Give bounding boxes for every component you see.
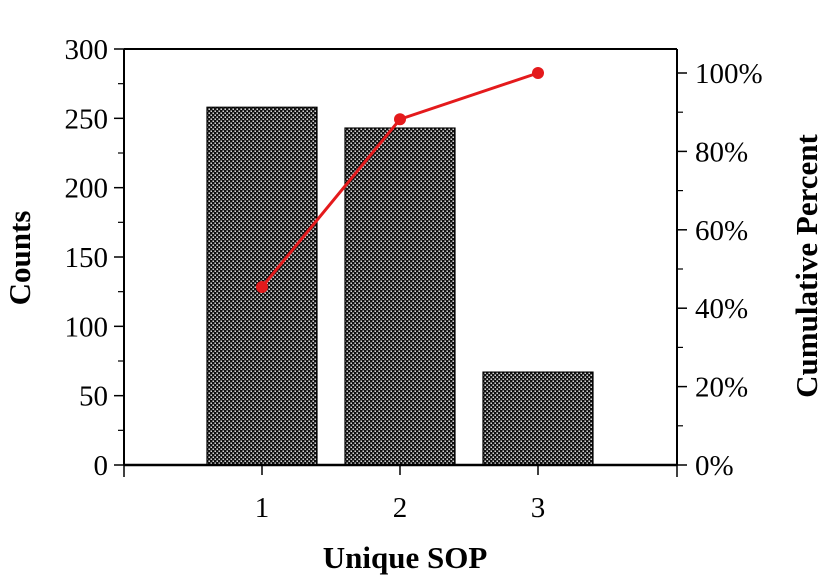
- y-tick-label-150: 150: [65, 242, 109, 274]
- y-tick-label-200: 200: [65, 173, 109, 205]
- bar-3: [482, 371, 594, 466]
- y-tick-label-250: 250: [65, 103, 109, 135]
- y2-tick-label-80: 80%: [695, 136, 748, 168]
- y-tick-label-0: 0: [94, 450, 109, 482]
- x-tick-label-1: 1: [255, 492, 270, 524]
- cumulative-point-3: [532, 67, 544, 79]
- x-axis-title: Unique SOP: [323, 540, 488, 575]
- cumulative-point-2: [394, 113, 406, 126]
- y2-tick-label-60: 60%: [695, 215, 748, 247]
- y-axis-title: Counts: [2, 211, 37, 306]
- x-tick-label-3: 3: [531, 492, 546, 524]
- bar-2: [344, 127, 456, 466]
- cumulative-point-1: [256, 281, 268, 294]
- y-tick-label-50: 50: [79, 381, 108, 413]
- y2-tick-label-100: 100%: [695, 58, 763, 90]
- y2-tick-label-40: 40%: [695, 293, 748, 325]
- y-tick-label-100: 100: [65, 311, 109, 343]
- y2-tick-label-0: 0%: [695, 450, 734, 482]
- x-tick-label-2: 2: [393, 492, 408, 524]
- bars-layer: [206, 106, 594, 466]
- y2-tick-label-20: 20%: [695, 372, 748, 404]
- cumulative-line-layer: [256, 67, 544, 294]
- ticks-layer: 0 50 100 150 200 250 300 0% 20% 40% 60% 80% 100% 1 2 3: [65, 34, 763, 524]
- y-tick-label-300: 300: [65, 34, 109, 66]
- y2-axis-title: Cumulative Percent: [789, 133, 824, 397]
